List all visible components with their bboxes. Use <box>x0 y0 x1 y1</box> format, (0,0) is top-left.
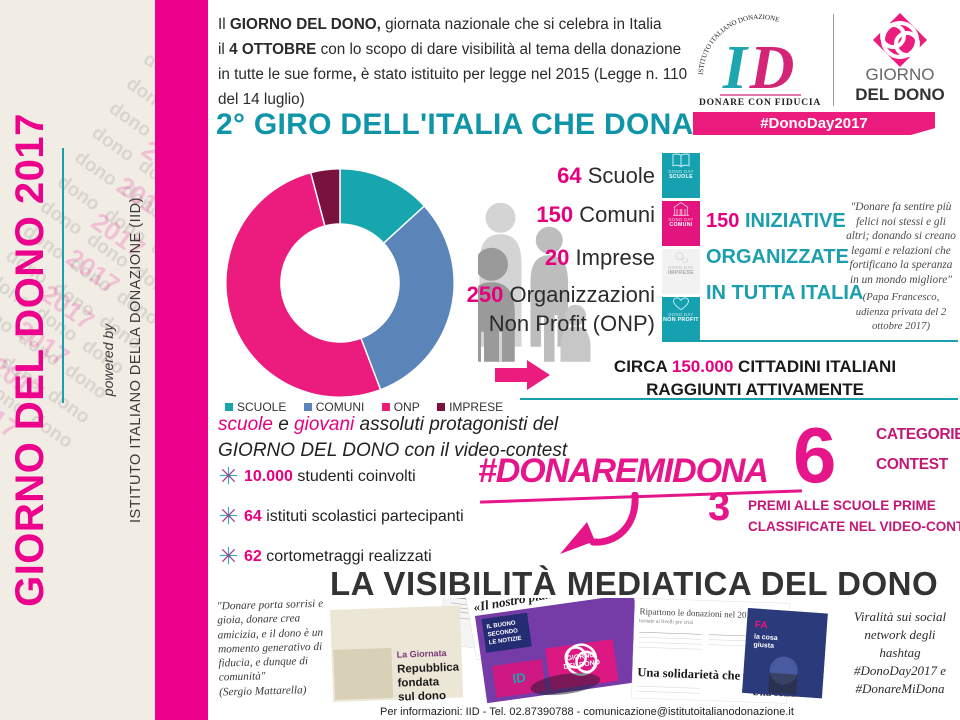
svg-text:DEL DONO: DEL DONO <box>855 85 944 104</box>
svg-text:D: D <box>749 34 795 102</box>
svg-text:La Giornata: La Giornata <box>396 648 447 660</box>
svg-text:FA: FA <box>754 620 768 632</box>
svg-text:ID: ID <box>512 670 527 687</box>
svg-text:sul dono: sul dono <box>398 690 446 704</box>
svg-text:giusta: giusta <box>753 641 774 649</box>
svg-text:DONARE CON FIDUCIA: DONARE CON FIDUCIA <box>699 98 821 108</box>
svg-text:fondata: fondata <box>397 676 440 689</box>
svg-text:Repubblica: Repubblica <box>397 662 460 676</box>
svg-text:I: I <box>722 34 749 102</box>
svg-text:GIORNO: GIORNO <box>866 65 935 84</box>
